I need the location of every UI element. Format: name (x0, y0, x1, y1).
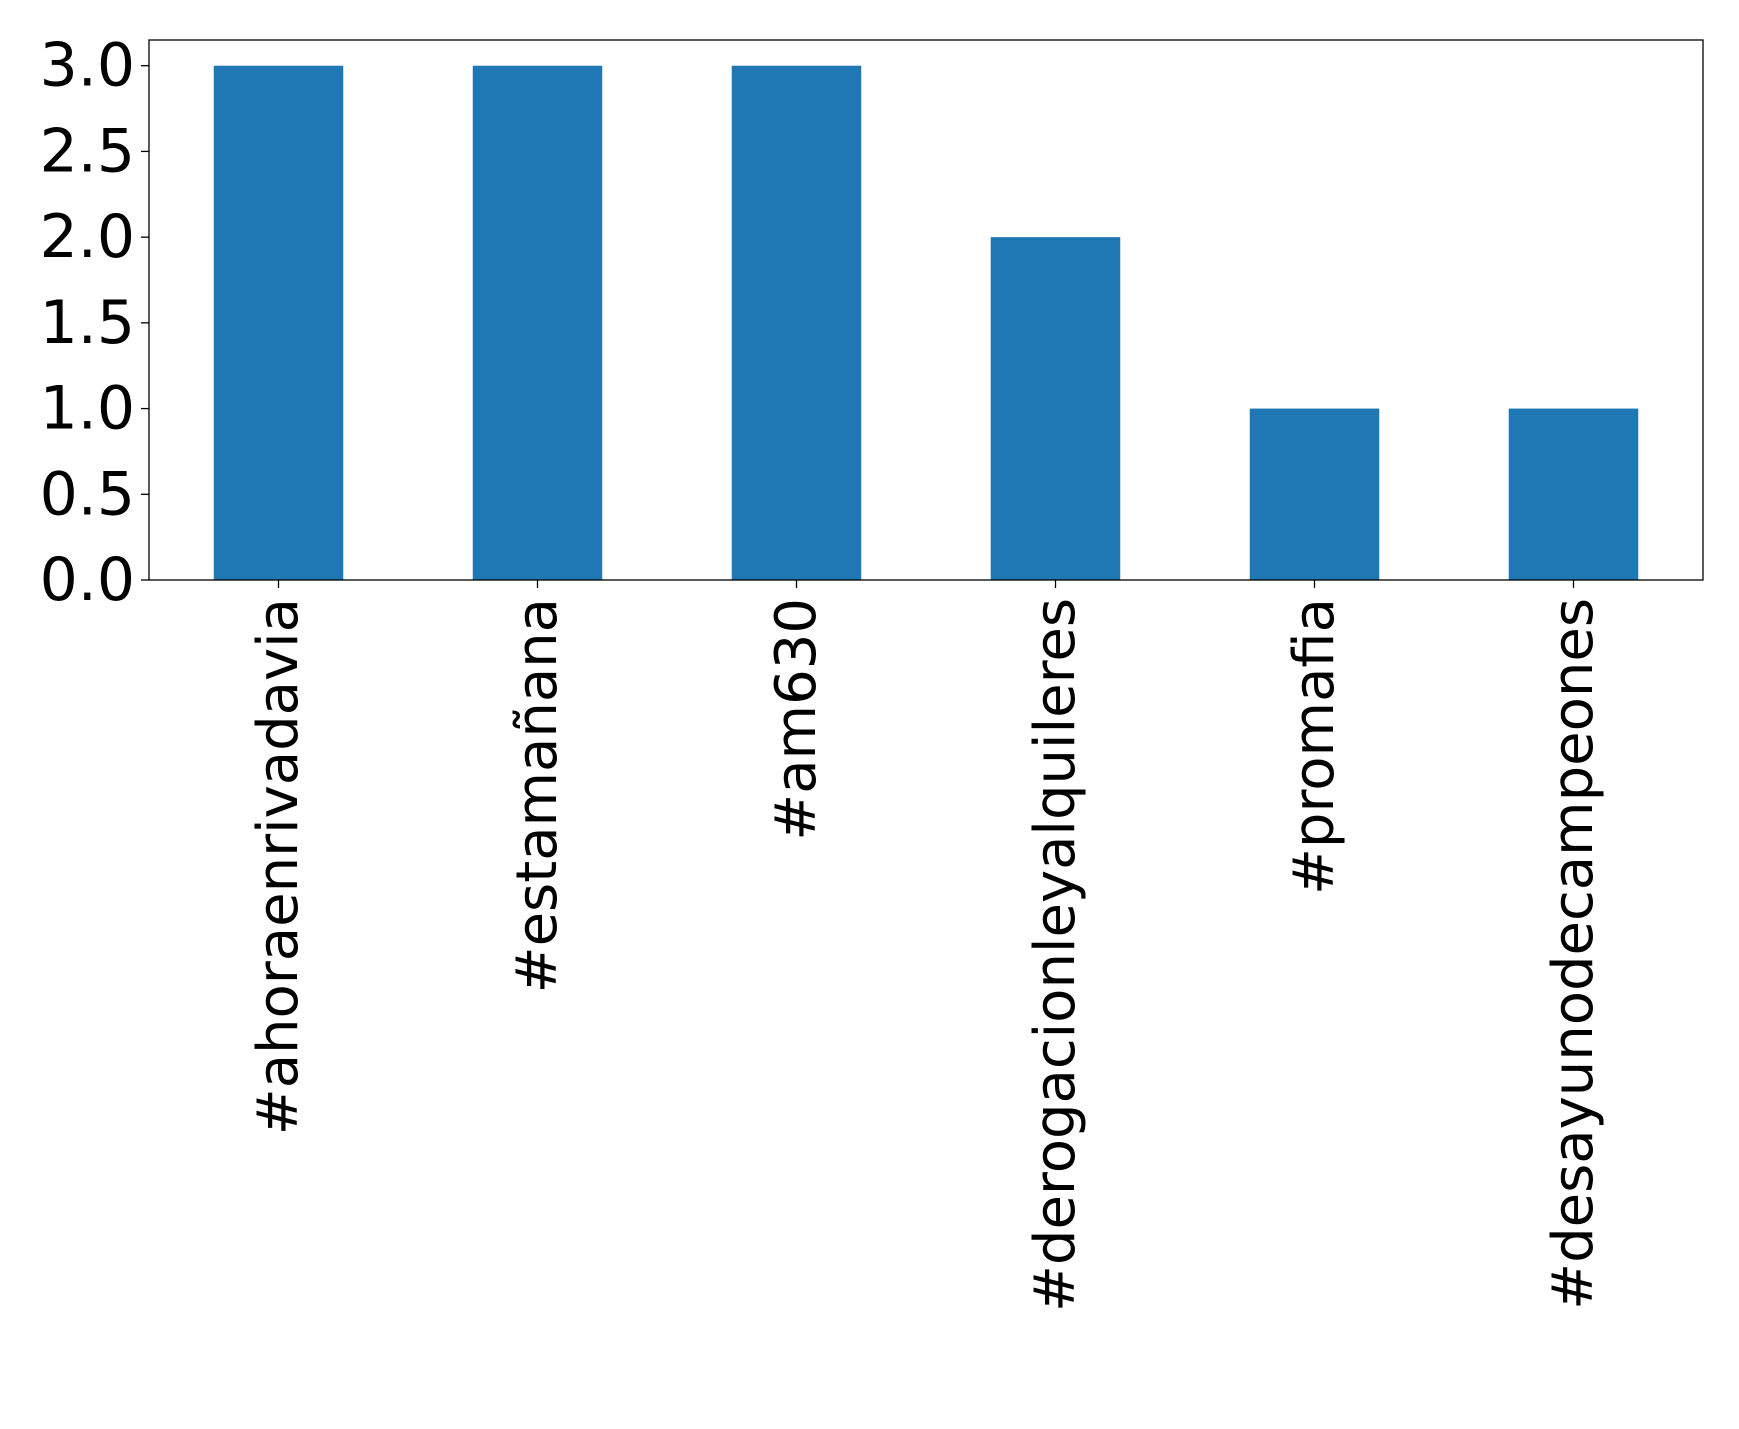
x-tick-label: #ahoraenrivadavia (246, 598, 311, 1135)
y-tick-label: 2.0 (40, 202, 135, 272)
bars-layer (213, 65, 1639, 580)
y-tick-label: 0.0 (40, 545, 135, 615)
x-tick-label: #desayunodecampeones (1541, 598, 1606, 1310)
y-tick-label: 2.5 (40, 116, 135, 186)
y-tick-label: 1.5 (40, 288, 135, 358)
bar-0 (213, 65, 344, 580)
bar-4 (1249, 408, 1380, 580)
x-tick-label: #estamañana (505, 598, 570, 993)
x-tick-label: #promafia (1282, 598, 1347, 895)
y-tick-label: 3.0 (40, 31, 135, 101)
y-tick-label: 0.5 (40, 459, 135, 529)
y-axis: 0.0 0.5 1.0 1.5 2.0 2.5 3.0 (40, 31, 149, 615)
x-tick-label: #derogacionleyalquileres (1023, 598, 1088, 1312)
plot-frame (148, 39, 1704, 581)
x-axis: #ahoraenrivadavia #estamañana #am630 #derog… (246, 580, 1606, 1312)
bar-2 (731, 65, 862, 580)
bar-3 (990, 237, 1121, 580)
y-tick-label: 1.0 (40, 374, 135, 444)
bar-5 (1508, 408, 1639, 580)
x-tick-label: #am630 (764, 598, 829, 841)
bar-1 (472, 65, 603, 580)
